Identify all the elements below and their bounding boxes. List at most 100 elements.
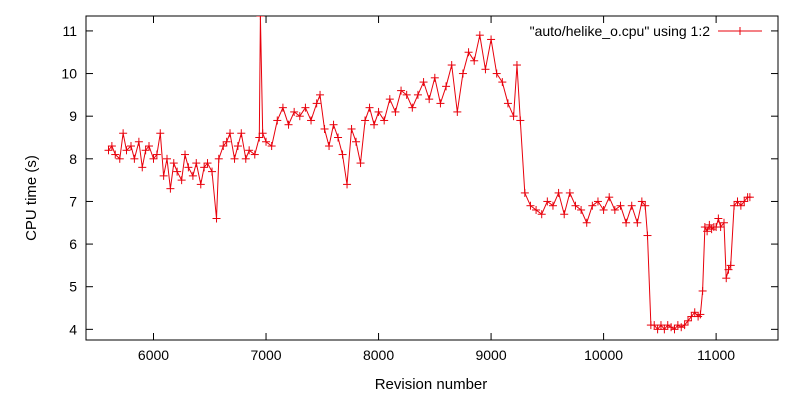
data-point xyxy=(380,116,389,125)
y-axis-title: CPU time (s) xyxy=(23,155,40,241)
data-point xyxy=(316,90,325,99)
data-point xyxy=(138,163,147,172)
data-point xyxy=(347,124,356,133)
data-point xyxy=(278,103,287,112)
data-point xyxy=(599,205,608,214)
y-tick-label: 7 xyxy=(69,193,77,209)
data-point xyxy=(214,154,223,163)
data-point xyxy=(498,78,507,87)
data-point xyxy=(250,150,259,159)
data-point xyxy=(222,137,231,146)
data-point xyxy=(673,321,682,330)
data-point xyxy=(338,150,347,159)
x-axis: 6000 7000 8000 9000 10000 11000 xyxy=(138,16,735,363)
data-point xyxy=(653,325,662,334)
data-point xyxy=(166,184,175,193)
data-point xyxy=(637,197,646,206)
data-point xyxy=(365,103,374,112)
data-point xyxy=(616,201,625,210)
data-point xyxy=(104,146,113,155)
data-point xyxy=(200,163,209,172)
data-point xyxy=(719,218,728,227)
data-point xyxy=(730,201,739,210)
data-point xyxy=(582,218,591,227)
data-point xyxy=(481,65,490,74)
data-point xyxy=(643,231,652,240)
data-point xyxy=(295,112,304,121)
data-point xyxy=(233,142,242,151)
data-point xyxy=(526,201,535,210)
y-tick-label: 10 xyxy=(61,66,77,82)
x-tick-label: 11000 xyxy=(697,347,735,363)
data-point xyxy=(256,16,265,20)
data-point xyxy=(169,159,178,168)
data-point xyxy=(425,95,434,104)
data-point xyxy=(130,154,139,163)
data-point xyxy=(262,137,271,146)
data-point xyxy=(361,116,370,125)
data-point xyxy=(633,218,642,227)
data-point xyxy=(453,107,462,116)
data-point xyxy=(680,321,689,330)
data-point xyxy=(267,142,276,151)
data-point xyxy=(334,133,343,142)
data-point xyxy=(230,154,239,163)
data-point xyxy=(111,150,120,159)
data-point xyxy=(177,176,186,185)
data-point xyxy=(115,154,124,163)
legend-marker xyxy=(736,27,744,35)
data-point xyxy=(503,99,512,108)
data-point xyxy=(703,227,712,236)
data-point xyxy=(245,146,254,155)
data-point xyxy=(516,116,525,125)
data-point xyxy=(622,218,631,227)
data-point xyxy=(141,146,150,155)
data-point xyxy=(667,323,676,332)
data-point xyxy=(554,188,563,197)
data-point xyxy=(627,201,636,210)
data-point xyxy=(698,286,707,295)
data-point xyxy=(548,201,557,210)
data-point xyxy=(188,171,197,180)
data-point xyxy=(560,210,569,219)
data-point xyxy=(329,120,338,129)
data-point xyxy=(408,103,417,112)
x-axis-title: Revision number xyxy=(375,376,488,393)
data-point xyxy=(724,265,733,274)
data-point xyxy=(385,95,394,104)
data-point xyxy=(258,129,267,138)
data-point xyxy=(520,188,529,197)
data-point xyxy=(700,223,709,232)
plot-border xyxy=(85,15,779,341)
data-point xyxy=(512,61,521,70)
data-point xyxy=(722,274,731,283)
data-point xyxy=(273,116,282,125)
data-point xyxy=(184,163,193,172)
series-line xyxy=(108,16,750,331)
data-point xyxy=(733,197,742,206)
y-tick-label: 8 xyxy=(69,151,77,167)
data-point xyxy=(593,197,602,206)
data-point xyxy=(588,201,597,210)
data-point xyxy=(122,146,131,155)
data-point xyxy=(537,210,546,219)
data-point xyxy=(660,325,669,334)
data-point xyxy=(447,61,456,70)
data-point xyxy=(610,205,619,214)
y-tick-label: 4 xyxy=(69,321,77,337)
data-point xyxy=(458,69,467,78)
data-point xyxy=(736,201,745,210)
data-point xyxy=(320,124,329,133)
y-axis: 4 5 6 7 8 9 10 11 xyxy=(61,23,778,337)
data-point xyxy=(740,197,749,206)
data-point xyxy=(159,171,168,180)
data-point xyxy=(397,86,406,95)
data-point xyxy=(577,205,586,214)
data-point xyxy=(419,78,428,87)
data-point xyxy=(687,312,696,321)
data-point xyxy=(670,325,679,334)
data-point xyxy=(152,150,161,159)
legend-label: "auto/helike_o.cpu" using 1:2 xyxy=(530,23,711,39)
data-point xyxy=(605,193,614,202)
